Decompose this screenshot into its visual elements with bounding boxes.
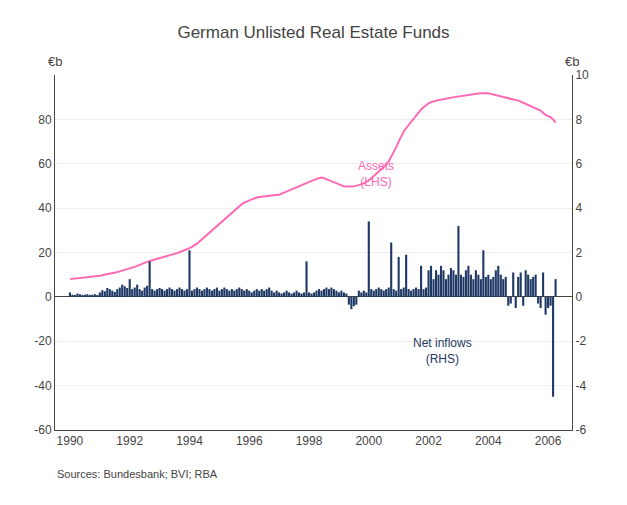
svg-text:4: 4 bbox=[575, 201, 582, 215]
svg-text:-2: -2 bbox=[575, 334, 586, 348]
svg-text:1996: 1996 bbox=[236, 434, 263, 448]
svg-text:1998: 1998 bbox=[296, 434, 323, 448]
svg-text:10: 10 bbox=[575, 68, 589, 82]
svg-text:1990: 1990 bbox=[57, 434, 84, 448]
svg-text:-40: -40 bbox=[34, 379, 52, 393]
svg-text:German Unlisted Real Estate Fu: German Unlisted Real Estate Funds bbox=[177, 23, 449, 42]
svg-text:6: 6 bbox=[575, 157, 582, 171]
svg-text:-6: -6 bbox=[575, 423, 586, 437]
svg-text:€b: €b bbox=[565, 54, 579, 69]
svg-text:2006: 2006 bbox=[535, 434, 562, 448]
svg-text:0: 0 bbox=[575, 290, 582, 304]
svg-text:40: 40 bbox=[38, 201, 52, 215]
svg-text:1992: 1992 bbox=[116, 434, 143, 448]
svg-text:€b: €b bbox=[48, 54, 62, 69]
svg-text:-60: -60 bbox=[34, 423, 52, 437]
svg-text:-20: -20 bbox=[34, 334, 52, 348]
svg-text:2000: 2000 bbox=[355, 434, 382, 448]
svg-text:2: 2 bbox=[575, 246, 582, 260]
svg-text:8: 8 bbox=[575, 113, 582, 127]
svg-text:2002: 2002 bbox=[415, 434, 442, 448]
svg-text:80: 80 bbox=[38, 113, 52, 127]
svg-text:20: 20 bbox=[38, 246, 52, 260]
svg-text:60: 60 bbox=[38, 157, 52, 171]
svg-text:1994: 1994 bbox=[176, 434, 203, 448]
svg-text:Sources: Bundesbank; BVI; RBA: Sources: Bundesbank; BVI; RBA bbox=[57, 468, 218, 480]
svg-text:0: 0 bbox=[45, 290, 52, 304]
svg-text:-4: -4 bbox=[575, 379, 586, 393]
svg-text:2004: 2004 bbox=[475, 434, 502, 448]
svg-text:Net inflows(RHS): Net inflows(RHS) bbox=[413, 336, 472, 366]
svg-text:Assets(LHS): Assets(LHS) bbox=[358, 159, 394, 189]
